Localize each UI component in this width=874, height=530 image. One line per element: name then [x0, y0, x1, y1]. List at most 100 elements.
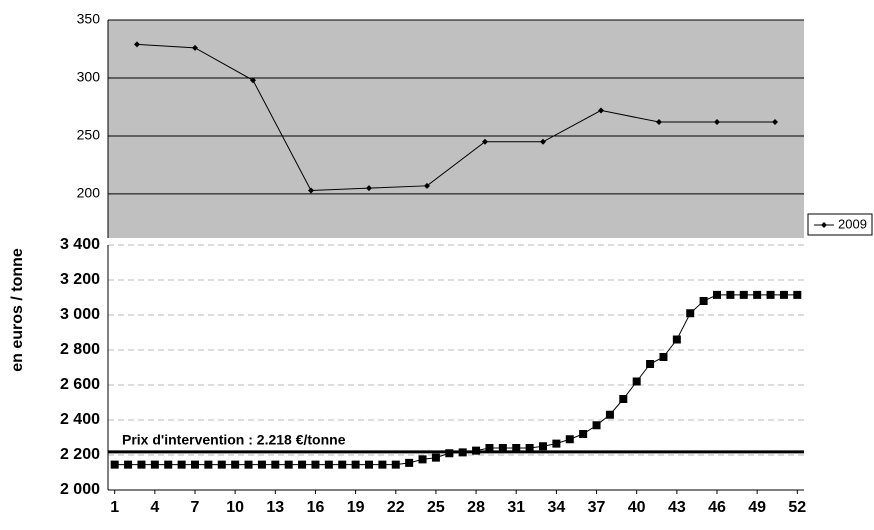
point	[284, 460, 293, 469]
point	[739, 290, 748, 299]
point	[779, 290, 788, 299]
point	[539, 442, 547, 451]
y-tick-label: 2 000	[60, 481, 100, 498]
legend-label: 2009	[838, 216, 867, 231]
point	[686, 309, 695, 318]
point	[365, 460, 373, 469]
point	[699, 297, 708, 305]
x-tick-label: 4	[150, 499, 159, 516]
point	[378, 460, 387, 469]
point	[726, 290, 735, 299]
plot: 200 250 300 350 2009	[77, 11, 873, 238]
x-tick-label: 1	[110, 499, 119, 516]
point	[646, 360, 655, 368]
point	[598, 107, 604, 114]
point	[540, 138, 546, 145]
point	[137, 460, 146, 469]
point	[458, 448, 467, 457]
series-line	[136, 43, 775, 191]
point	[552, 439, 561, 448]
x-tick-label: 52	[788, 499, 806, 516]
point	[656, 119, 662, 126]
x-tick-label: 19	[347, 499, 365, 516]
x-tick-label: 13	[266, 499, 284, 516]
point	[753, 290, 762, 299]
point	[431, 453, 440, 462]
x-tick-label: 43	[668, 499, 686, 516]
point	[177, 460, 186, 469]
point	[579, 430, 588, 438]
point	[308, 187, 314, 194]
x-tick-label: 28	[467, 499, 485, 516]
point	[366, 185, 372, 192]
point	[250, 77, 256, 84]
x-tick-label: 40	[628, 499, 646, 516]
point	[257, 460, 266, 469]
point	[418, 455, 427, 464]
point	[445, 449, 454, 458]
point	[244, 460, 253, 469]
y-tick-label: 2 600	[60, 376, 100, 393]
point	[632, 377, 641, 386]
point	[525, 444, 534, 452]
y-tick-label: 250	[77, 127, 101, 143]
x-tick-label: 25	[427, 499, 445, 516]
y-tick-label: 2 400	[60, 411, 100, 428]
x-tick-label: 16	[307, 499, 325, 516]
point	[124, 460, 133, 469]
point	[110, 460, 119, 469]
y-tick-label: 300	[77, 69, 101, 85]
x-tick-label: 37	[588, 499, 606, 516]
point	[498, 444, 507, 452]
point	[713, 290, 721, 299]
point	[271, 460, 280, 469]
point	[472, 446, 481, 455]
point	[391, 460, 400, 469]
point	[659, 353, 668, 361]
point	[311, 460, 320, 469]
y-tick-label: 350	[77, 11, 101, 27]
point	[619, 395, 628, 403]
series-line	[114, 294, 798, 466]
point	[714, 119, 720, 126]
point	[512, 444, 521, 452]
y-tick-label: 3 200	[60, 271, 100, 288]
x-tick-label: 31	[507, 499, 525, 516]
point	[424, 182, 430, 189]
point	[592, 421, 601, 430]
y-tick-label: 2 800	[60, 341, 100, 358]
point	[565, 435, 574, 444]
point	[150, 460, 159, 469]
point	[338, 460, 347, 469]
point	[134, 41, 140, 48]
y-tick-label: 2 200	[60, 446, 100, 463]
legend-marker	[821, 222, 827, 228]
point	[217, 460, 226, 469]
point	[231, 460, 240, 469]
y-tick-label: 3 400	[60, 236, 100, 253]
point	[298, 460, 307, 469]
point	[482, 138, 488, 145]
y-tick-label: 200	[77, 185, 101, 201]
point	[191, 460, 199, 469]
y-tick-label: 3 000	[60, 306, 100, 323]
point	[772, 119, 778, 126]
point	[605, 410, 614, 419]
x-tick-label: 49	[748, 499, 766, 516]
point	[164, 460, 173, 469]
point	[351, 460, 360, 469]
x-tick-label: 34	[547, 499, 565, 516]
x-tick-label: 10	[226, 499, 244, 516]
plot-background	[108, 20, 804, 238]
point	[485, 444, 494, 452]
point	[672, 335, 681, 344]
point	[766, 290, 775, 299]
reference-label: Prix d'intervention : 2.218 €/tonne	[122, 432, 346, 448]
x-tick-label: 46	[708, 499, 726, 516]
point	[793, 290, 802, 299]
x-tick-label: 7	[191, 499, 200, 516]
point	[204, 460, 213, 469]
y-axis-label: en euros / tonne	[9, 248, 26, 372]
